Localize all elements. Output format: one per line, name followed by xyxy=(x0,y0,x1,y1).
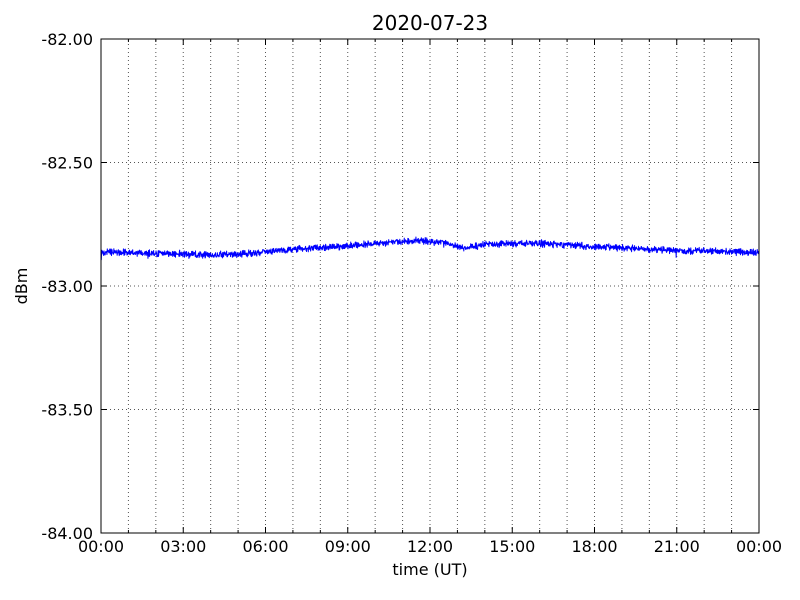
y-tick-label: -82.50 xyxy=(41,154,93,173)
y-tick-label: -83.00 xyxy=(41,277,93,296)
y-tick-label: -84.00 xyxy=(41,524,93,543)
x-tick-label: 06:00 xyxy=(242,537,288,556)
x-tick-label: 12:00 xyxy=(407,537,453,556)
plot-border xyxy=(100,38,760,534)
y-axis-label: dBm xyxy=(12,268,31,305)
x-tick-label: 09:00 xyxy=(325,537,371,556)
chart-title: 2020-07-23 xyxy=(372,11,488,35)
y-tick-label: -83.50 xyxy=(41,401,93,420)
x-tick-label: 00:00 xyxy=(78,537,124,556)
x-tick-labels: 00:00 03:00 06:00 09:00 12:00 15:00 18:00 21:00… xyxy=(78,537,782,556)
signal-line xyxy=(101,236,759,261)
gridlines xyxy=(102,40,758,532)
x-tick-label: 00:00 xyxy=(736,537,782,556)
y-tick-labels: -82.00 -82.50 -83.00 -83.50 -84.00 xyxy=(41,30,93,543)
y-tick-label: -82.00 xyxy=(41,30,93,49)
x-tick-label: 18:00 xyxy=(571,537,617,556)
x-tick-label: 21:00 xyxy=(654,537,700,556)
x-tick-label: 15:00 xyxy=(489,537,535,556)
data-series-line xyxy=(101,236,759,261)
x-tick-label: 03:00 xyxy=(160,537,206,556)
x-axis-label: time (UT) xyxy=(392,560,467,579)
